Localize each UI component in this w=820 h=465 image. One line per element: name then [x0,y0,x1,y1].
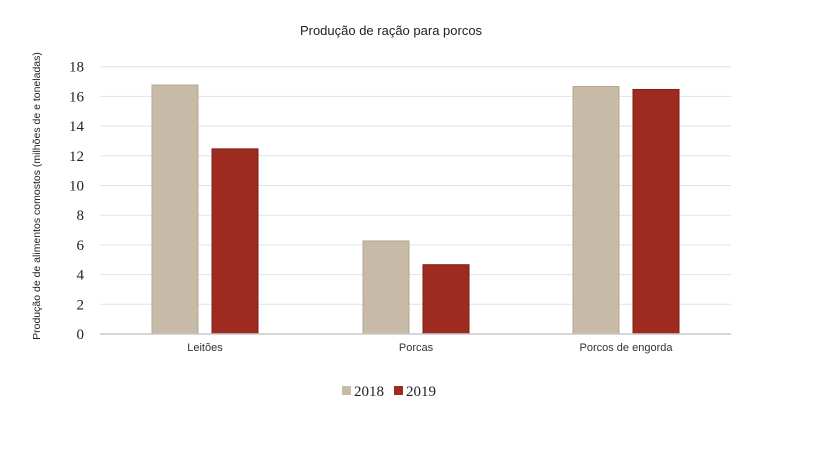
bar-2019-0 [211,148,259,335]
x-tick-label: Porcos de engorda [580,342,674,354]
legend-swatch [342,386,351,395]
y-tick-label: 10 [69,179,84,195]
bar-2018-0 [151,84,199,335]
y-tick-label: 16 [69,89,85,105]
chart-title: Produção de ração para porcos [300,23,483,38]
x-tick-label: Porcas [399,342,434,354]
x-tick-label: Leitões [187,342,223,354]
legend-item-2018: 2018 [342,384,384,400]
y-tick-label: 14 [69,119,85,135]
gridlines [100,66,731,305]
y-tick-label: 12 [69,149,84,165]
y-axis-ticks: 0 2 4 6 8 10 12 14 16 18 [69,60,85,343]
bar-2019-1 [422,264,470,335]
x-axis-ticks: Leitões Porcas Porcos de engorda [187,342,673,354]
bar-2019-2 [632,88,680,335]
legend: 2018 2019 [342,384,436,400]
y-tick-label: 0 [77,327,85,343]
legend-swatch [394,386,403,395]
bar-2018-1 [362,240,410,335]
legend-label: 2019 [406,384,436,400]
legend-label: 2018 [354,384,384,400]
y-tick-label: 8 [77,208,85,224]
y-tick-label: 6 [77,238,85,254]
bars [151,84,680,335]
y-tick-label: 18 [69,60,84,76]
legend-item-2019: 2019 [394,384,436,400]
y-tick-label: 2 [77,297,85,313]
y-axis-label: Produção de de alimentos comostos (milhõ… [31,52,43,340]
bar-2018-2 [572,86,620,335]
y-tick-label: 4 [77,268,85,284]
